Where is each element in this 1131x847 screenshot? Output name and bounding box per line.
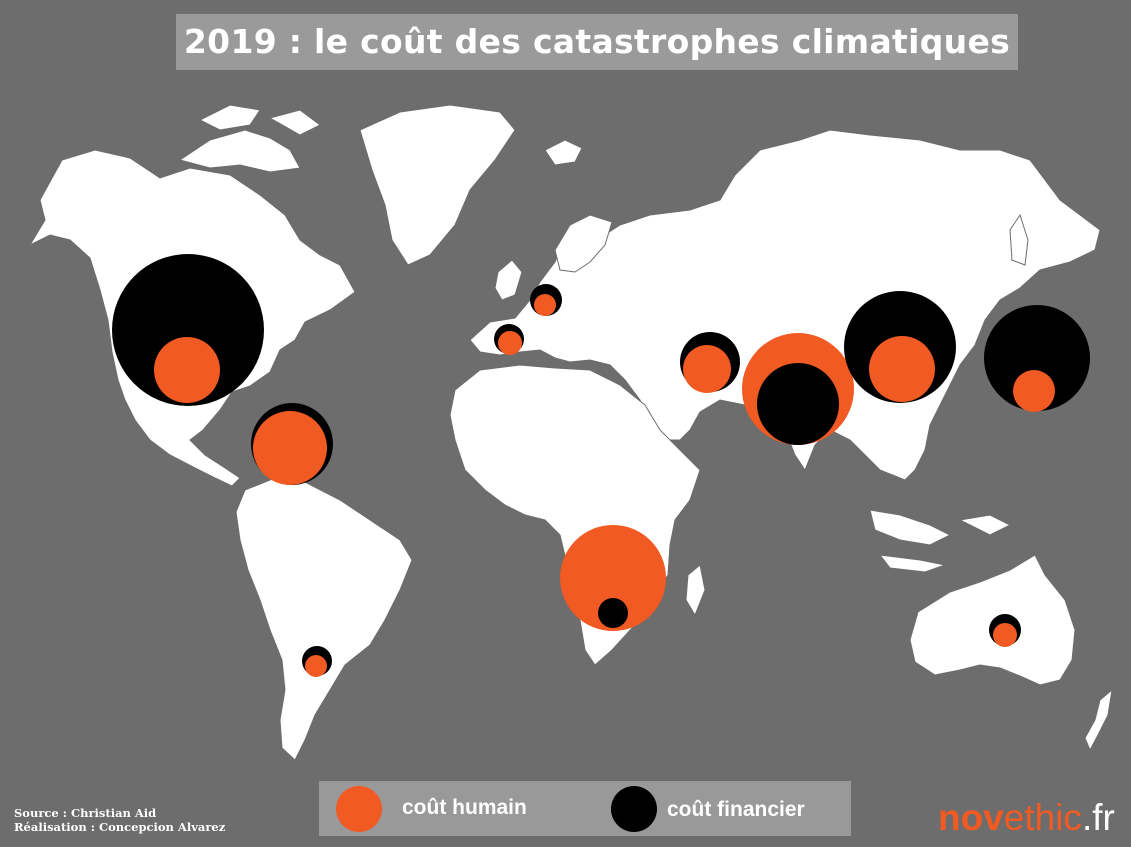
- southern-africa-human-bubble: [560, 525, 666, 631]
- usa-human-bubble: [154, 337, 220, 403]
- usa-financial-bubble: [112, 254, 264, 406]
- credits: Source : Christian Aid Réalisation : Con…: [14, 806, 225, 834]
- iceland: [544, 139, 583, 166]
- spain-human-bubble: [498, 331, 522, 355]
- bubble-layer: [112, 254, 1090, 677]
- australia-land: [909, 554, 1076, 686]
- source-credit: Source : Christian Aid: [14, 806, 157, 820]
- madagascar: [685, 564, 706, 617]
- south-america: [235, 477, 413, 761]
- logo-part-fr: .fr: [1081, 797, 1115, 838]
- legend-financial-label: coût financier: [667, 798, 805, 821]
- title-banner: 2019 : le coût des catastrophes climatiq…: [176, 14, 1018, 70]
- legend-financial-dot: [611, 786, 657, 832]
- new-zealand: [1084, 688, 1113, 752]
- caribbean-human-bubble: [253, 411, 327, 485]
- britain: [494, 259, 523, 301]
- legend: coût humain coût financier: [319, 781, 851, 836]
- author-credit: Réalisation : Concepcion Alvarez: [14, 820, 226, 834]
- japan-financial-bubble: [984, 305, 1090, 411]
- japan-islands: [1009, 213, 1029, 266]
- greenland: [359, 104, 516, 266]
- hudson-islands: [178, 129, 301, 173]
- legend-human-label: coût humain: [402, 796, 527, 819]
- china-human-bubble: [869, 336, 935, 402]
- france-belgium-human-bubble: [534, 294, 556, 316]
- arctic-islands: [198, 104, 321, 136]
- landmasses: [28, 104, 1113, 761]
- australia-human-bubble: [993, 623, 1017, 647]
- scandinavia: [554, 214, 613, 273]
- indonesia: [869, 509, 1012, 573]
- map-title: 2019 : le coût des catastrophes climatiq…: [183, 22, 1011, 61]
- argentina-human-bubble: [305, 655, 327, 677]
- novethic-logo[interactable]: novethic.fr: [938, 798, 1115, 838]
- southern-africa-financial-bubble: [598, 598, 628, 628]
- japan-human-bubble: [1013, 370, 1055, 412]
- legend-human-dot: [336, 786, 382, 832]
- logo-part-nov: nov: [938, 797, 1004, 838]
- india-south-asia-financial-bubble: [757, 363, 839, 445]
- middle-east-human-bubble: [683, 345, 731, 393]
- logo-part-ethic: ethic: [1003, 797, 1082, 838]
